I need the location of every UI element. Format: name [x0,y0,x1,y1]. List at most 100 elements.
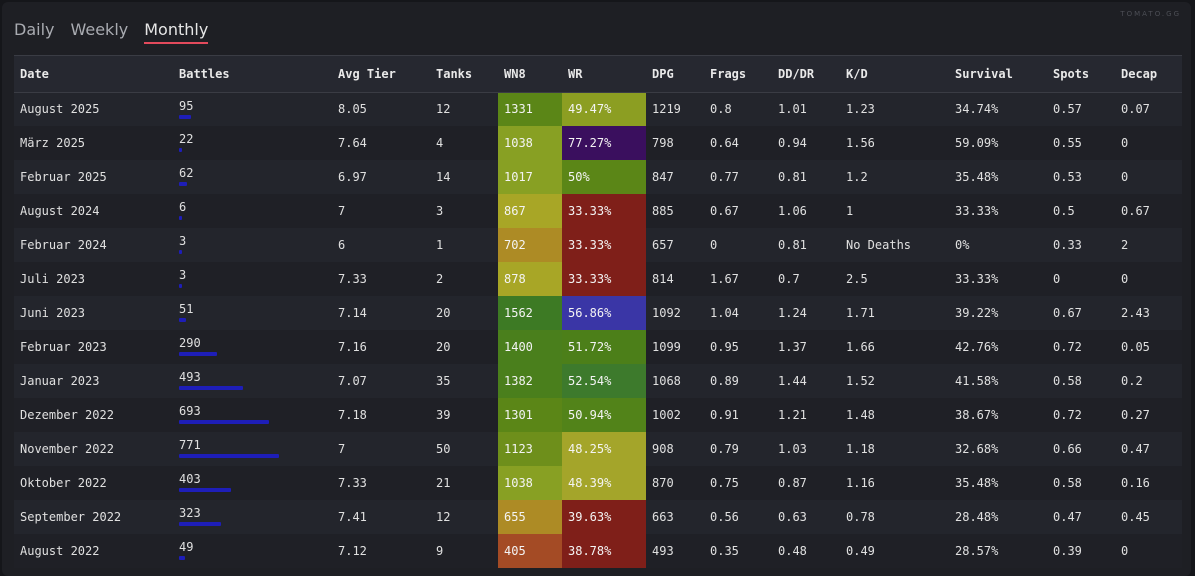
cell-wn8: 702 [498,228,562,262]
table-row[interactable]: Februar 2023 290 7.16 20 1400 51.72% 109… [14,330,1182,364]
cell-tanks: 12 [436,510,451,524]
table-row[interactable]: August 2025 95 8.05 12 1331 49.47% 1219 … [14,92,1182,126]
cell-battles: 6 [173,194,332,228]
table-row[interactable]: November 2022 771 7 50 1123 48.25% 908 0… [14,432,1182,466]
column-header-dpg[interactable]: DPG [646,56,704,93]
cell-battles: 323 [173,500,332,534]
column-header-wr[interactable]: WR [562,56,646,93]
cell-frags: 0.67 [710,204,739,218]
cell-battles: 693 [173,398,332,432]
cell-survival: 32.68% [955,442,999,456]
tab-monthly[interactable]: Monthly [144,20,209,44]
cell-tanks: 20 [436,340,451,354]
cell-dpg: 798 [652,136,674,150]
cell-wn8: 1562 [498,296,562,330]
battles-count: 95 [179,98,194,113]
cell-kd: 1 [846,204,854,218]
cell-dpg: 657 [652,238,674,252]
cell-dddr: 0.7 [778,272,800,286]
column-header-battles[interactable]: Battles [173,56,332,93]
cell-date: Dezember 2022 [20,408,114,422]
cell-frags: 0.8 [710,102,732,117]
cell-survival: 42.76% [955,340,999,354]
table-row[interactable]: Februar 2025 62 6.97 14 1017 50% 847 0.7… [14,160,1182,194]
column-header-wn8[interactable]: WN8 [498,56,562,93]
battles-bar [179,318,186,322]
table-row[interactable]: Juli 2023 3 7.33 2 878 33.33% 814 1.67 0… [14,262,1182,296]
cell-decap: 0.27 [1121,408,1150,422]
cell-decap: 0.2 [1121,374,1143,388]
cell-battles: 22 [173,126,332,160]
battles-count: 49 [179,540,194,554]
cell-kd: 1.2 [846,170,868,184]
column-header-decap[interactable]: Decap [1115,56,1182,93]
cell-date: Juni 2023 [20,306,86,320]
cell-tanks: 39 [436,408,451,422]
table-row[interactable]: August 2024 6 7 3 867 33.33% 885 0.67 1.… [14,194,1182,228]
cell-decap: 0 [1121,136,1129,150]
battles-count: 51 [179,302,194,316]
column-header-kd[interactable]: K/D [840,56,949,93]
table-row[interactable]: August 2022 49 7.12 9 405 38.78% 493 0.3… [14,534,1182,568]
cell-wr: 48.25% [562,432,646,466]
cell-battles: 3 [173,228,332,262]
table-row[interactable]: Oktober 2022 403 7.33 21 1038 48.39% 870… [14,466,1182,500]
battles-count: 403 [179,472,201,486]
tab-weekly[interactable]: Weekly [70,20,129,39]
battles-count: 3 [179,234,187,248]
cell-wn8: 1400 [498,330,562,364]
cell-spots: 0.5 [1053,204,1075,218]
cell-wn8: 1123 [498,432,562,466]
column-header-dddr[interactable]: DD/DR [772,56,840,93]
cell-dddr: 0.94 [778,136,807,150]
cell-frags: 0.89 [710,374,739,388]
column-header-survival[interactable]: Survival [949,56,1047,93]
cell-dpg: 1092 [652,306,681,320]
cell-spots: 0.55 [1053,136,1082,150]
cell-tanks: 4 [436,136,444,150]
cell-wr: 38.78% [562,534,646,568]
cell-dddr: 0.81 [778,170,807,184]
table-row[interactable]: Februar 2024 3 6 1 702 33.33% 657 0 0.81… [14,228,1182,262]
column-header-date[interactable]: Date [14,56,173,93]
cell-spots: 0.66 [1053,442,1082,456]
cell-avg-tier: 7.07 [338,374,367,388]
cell-wr: 77.27% [562,126,646,160]
cell-wn8: 867 [498,194,562,228]
cell-battles: 290 [173,330,332,364]
column-header-spots[interactable]: Spots [1047,56,1115,93]
cell-decap: 0.05 [1121,340,1150,354]
cell-frags: 0.75 [710,476,739,490]
cell-frags: 0.79 [710,442,739,456]
cell-avg-tier: 8.05 [338,102,367,117]
cell-spots: 0.39 [1053,544,1082,558]
cell-decap: 0.07 [1121,102,1150,117]
battles-bar [179,148,182,152]
battles-bar [179,250,182,254]
cell-date: Februar 2023 [20,340,107,354]
cell-decap: 0.67 [1121,204,1150,218]
battles-bar [179,420,269,424]
cell-tanks: 21 [436,476,451,490]
cell-wn8: 1382 [498,364,562,398]
cell-tanks: 12 [436,102,451,117]
column-header-avg-tier[interactable]: Avg Tier [332,56,430,93]
cell-spots: 0.72 [1053,340,1082,354]
cell-frags: 0.64 [710,136,739,150]
table-row[interactable]: Januar 2023 493 7.07 35 1382 52.54% 1068… [14,364,1182,398]
cell-kd: 1.56 [846,136,875,150]
tab-daily[interactable]: Daily [14,20,55,39]
battles-bar [179,488,231,492]
cell-frags: 1.04 [710,306,739,320]
table-row[interactable]: Dezember 2022 693 7.18 39 1301 50.94% 10… [14,398,1182,432]
column-header-frags[interactable]: Frags [704,56,772,93]
table-row[interactable]: September 2022 323 7.41 12 655 39.63% 66… [14,500,1182,534]
table-row[interactable]: Juni 2023 51 7.14 20 1562 56.86% 1092 1.… [14,296,1182,330]
cell-wr: 50.94% [562,398,646,432]
column-header-tanks[interactable]: Tanks [430,56,498,93]
table-row[interactable]: März 2025 22 7.64 4 1038 77.27% 798 0.64… [14,126,1182,160]
cell-date: März 2025 [20,136,86,150]
battles-count: 62 [179,166,194,180]
cell-dddr: 1.03 [778,442,807,456]
cell-avg-tier: 6 [338,238,346,252]
